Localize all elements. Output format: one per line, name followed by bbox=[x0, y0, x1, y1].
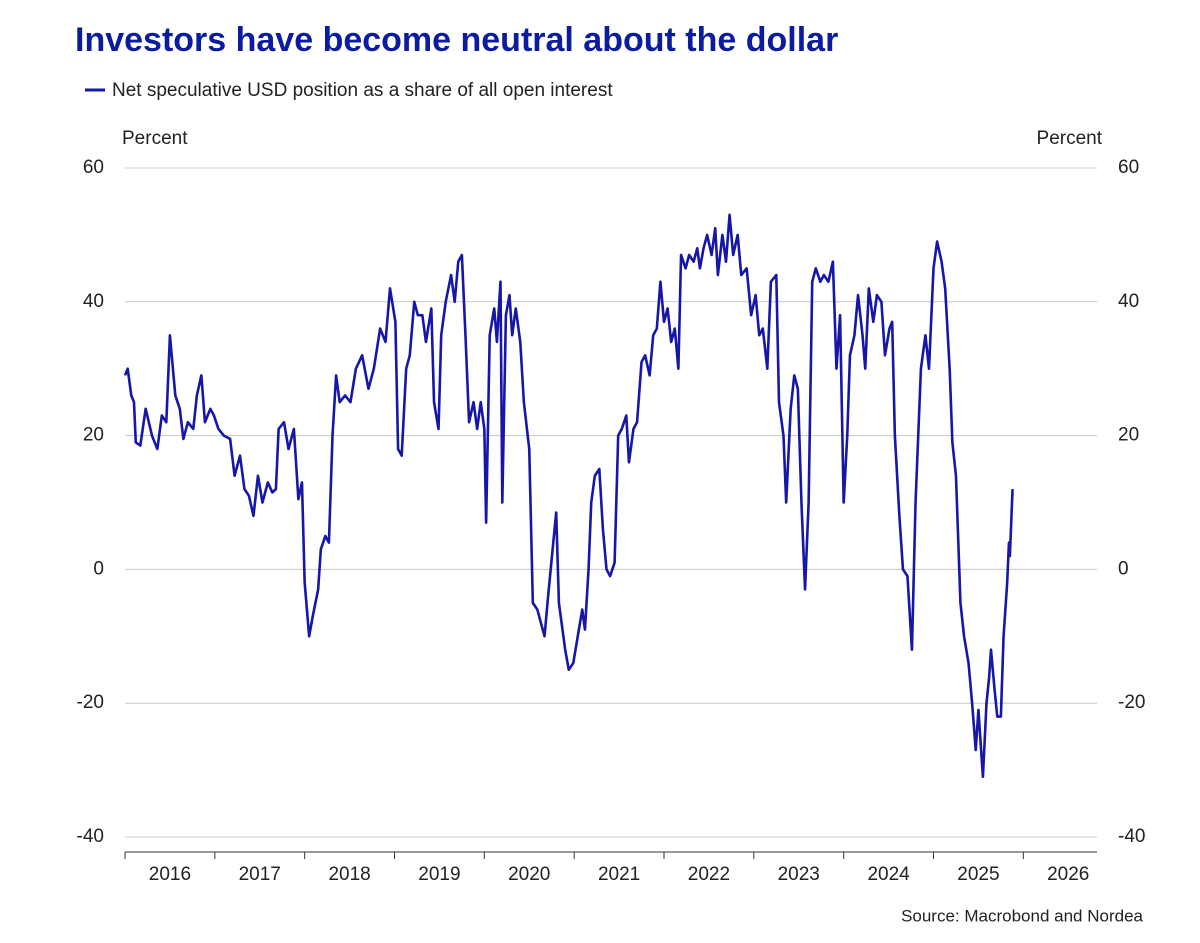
x-tick-label: 2019 bbox=[418, 864, 460, 885]
source: Source: Macrobond and Nordea bbox=[901, 906, 1143, 925]
x-tick-label: 2016 bbox=[149, 864, 191, 885]
x-tick-label: 2022 bbox=[688, 864, 730, 885]
y2-tick-label: -20 bbox=[1118, 692, 1145, 713]
y2-tick-label: 40 bbox=[1118, 291, 1139, 312]
x-tick-label: 2020 bbox=[508, 864, 550, 885]
y-tick-label: -20 bbox=[77, 692, 104, 713]
y2-tick-label: 20 bbox=[1118, 425, 1139, 446]
y-tick-label: 20 bbox=[83, 425, 104, 446]
x-tick-label: 2017 bbox=[239, 864, 281, 885]
y2-tick-label: -40 bbox=[1118, 826, 1145, 847]
y-tick-label: 0 bbox=[93, 558, 104, 579]
series-line bbox=[123, 213, 1014, 779]
x-tick-label: 2025 bbox=[957, 864, 999, 885]
y-axis-label: Percent bbox=[122, 128, 188, 149]
x-tick-label: 2018 bbox=[328, 864, 370, 885]
x-tick-label: 2026 bbox=[1047, 864, 1089, 885]
y-tick-label: 40 bbox=[83, 291, 104, 312]
legend-label: Net speculative USD position as a share … bbox=[112, 80, 613, 101]
x-tick-label: 2023 bbox=[778, 864, 820, 885]
x-tick-label: 2021 bbox=[598, 864, 640, 885]
y-tick-label: -40 bbox=[77, 826, 104, 847]
x-tick-label: 2024 bbox=[867, 864, 910, 885]
y2-tick-label: 0 bbox=[1118, 558, 1129, 579]
chart-title: Investors have become neutral about the … bbox=[75, 21, 838, 59]
y2-tick-label: 60 bbox=[1118, 157, 1139, 178]
y2-axis-label: Percent bbox=[1037, 128, 1103, 149]
y-tick-label: 60 bbox=[83, 157, 104, 178]
